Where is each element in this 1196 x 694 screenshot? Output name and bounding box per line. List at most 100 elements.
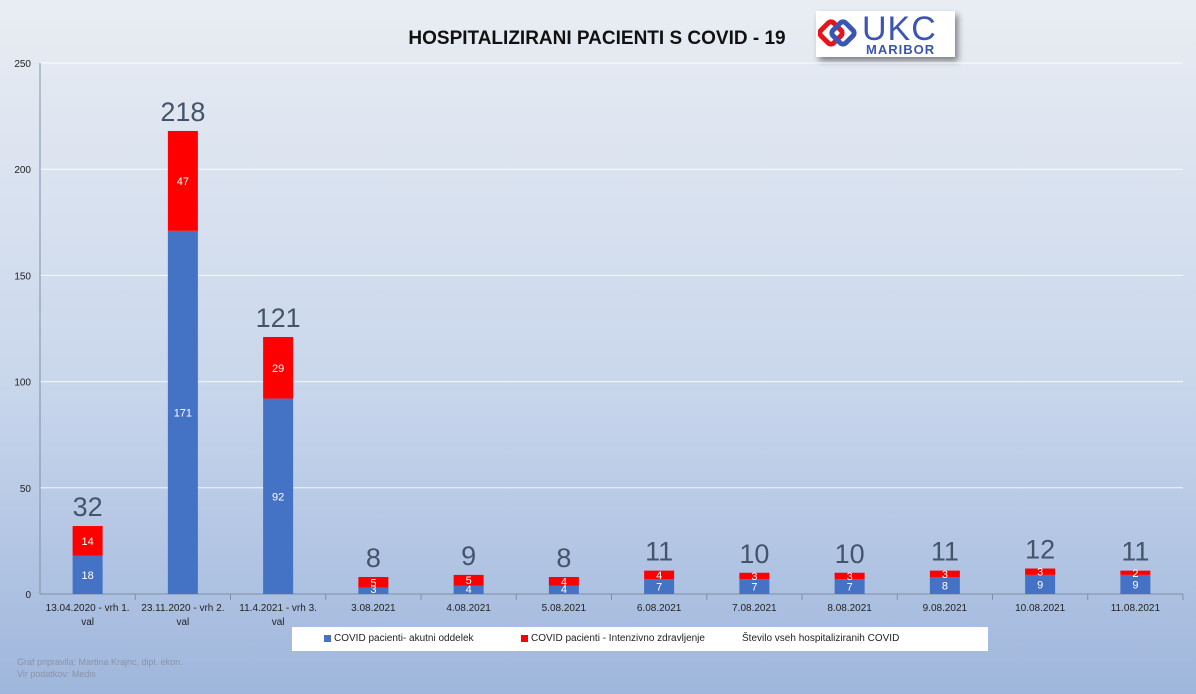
bar-intensive (453, 574, 484, 586)
legend-label-total: Število vseh hospitaliziranih COVID (742, 633, 900, 644)
ukc-maribor-logo: UKC MARIBOR (816, 11, 955, 57)
data-label-total: 32 (73, 492, 103, 522)
footer-author: Graf pripravila: Martina Krajnc, dipl. e… (17, 657, 183, 667)
footer: Graf pripravila: Martina Krajnc, dipl. e… (17, 656, 183, 680)
data-label-total: 218 (160, 97, 205, 127)
bar-intensive (834, 572, 865, 580)
bar-acute (72, 555, 103, 594)
y-tick-label: 200 (14, 165, 31, 176)
x-tick-label: 3.08.2021 (351, 603, 396, 614)
legend-swatch-intensive (521, 635, 528, 642)
data-label-total: 11 (645, 537, 673, 567)
data-label-intensive: 2 (1132, 568, 1138, 580)
bar-intensive (72, 526, 103, 556)
legend-swatch-total (732, 635, 739, 642)
x-tick-label: 4.08.2021 (446, 603, 491, 614)
bar-intensive (929, 570, 960, 578)
footer-source: Vir podatkov: Medis (17, 669, 96, 679)
chart-title-text: HOSPITALIZIRANI PACIENTI S COVID - 19 (408, 28, 786, 49)
x-tick-label: val (81, 617, 94, 628)
bar-intensive (167, 130, 198, 231)
data-label-intensive: 3 (847, 571, 853, 583)
bar-acute (1120, 574, 1151, 594)
x-tick-label: 6.08.2021 (637, 603, 682, 614)
bar-intensive (644, 570, 675, 580)
bar-acute (739, 579, 770, 594)
data-label-intensive: 14 (82, 536, 94, 548)
bar-intensive (263, 336, 294, 399)
data-label-acute: 3 (370, 584, 376, 596)
data-label-intensive: 47 (177, 176, 189, 188)
x-tick-label: 10.08.2021 (1015, 603, 1065, 614)
x-tick-label: 8.08.2021 (827, 603, 872, 614)
data-label-acute: 7 (751, 582, 757, 594)
logo-main-text: UKC (862, 10, 937, 48)
x-tick-label: 11.08.2021 (1111, 603, 1161, 614)
y-tick-label: 250 (14, 59, 31, 70)
data-label-total: 8 (366, 543, 381, 573)
data-label-total: 11 (1121, 537, 1149, 567)
bar-acute (548, 585, 579, 594)
x-tick-label: 23.11.2020 - vrh 2. (141, 603, 224, 614)
data-label-acute: 7 (656, 582, 662, 594)
y-tick-label: 100 (14, 378, 31, 389)
logo-sub-text: MARIBOR (866, 42, 936, 57)
data-label-acute: 18 (82, 570, 94, 582)
bar-intensive (358, 577, 389, 588)
bar-acute (1025, 574, 1056, 594)
x-tick-label: 13.04.2020 - vrh 1. (46, 603, 130, 614)
data-label-acute: 4 (466, 584, 472, 596)
bar-intensive (1025, 568, 1056, 575)
data-label-intensive: 5 (466, 575, 472, 587)
data-label-acute: 4 (561, 584, 567, 596)
bar-acute (929, 577, 960, 594)
legend-item-total: Število vseh hospitaliziranih COVID (732, 633, 899, 644)
data-label-intensive: 4 (656, 570, 662, 582)
x-tick-label: 11.4.2021 - vrh 3. (239, 603, 317, 614)
bar-acute (358, 587, 389, 594)
data-label-intensive: 29 (272, 363, 284, 375)
data-label-intensive: 4 (561, 576, 567, 588)
data-label-intensive: 3 (1037, 567, 1043, 579)
x-tick-label: 7.08.2021 (732, 603, 777, 614)
data-label-total: 9 (461, 541, 476, 571)
data-label-total: 121 (256, 303, 301, 333)
data-label-acute: 9 (1037, 579, 1043, 591)
bar-acute (644, 579, 675, 594)
x-tick-label: val (272, 617, 285, 628)
bar-intensive (1120, 570, 1151, 575)
data-label-total: 10 (739, 539, 769, 569)
data-label-intensive: 3 (751, 571, 757, 583)
data-label-acute: 7 (847, 582, 853, 594)
legend-label-acute: COVID pacienti- akutni oddelek (334, 633, 474, 644)
y-tick-label: 0 (25, 590, 31, 601)
y-tick-label: 50 (20, 484, 32, 495)
bar-acute (453, 585, 484, 594)
data-label-intensive: 3 (942, 569, 948, 581)
data-label-acute: 92 (272, 491, 284, 503)
x-tick-label: val (176, 617, 189, 628)
bar-acute (834, 579, 865, 594)
data-label-total: 11 (931, 537, 959, 567)
bar-intensive (739, 572, 770, 580)
x-tick-label: 9.08.2021 (923, 603, 968, 614)
bar-acute (263, 398, 294, 594)
legend-swatch-acute (324, 635, 331, 642)
chart-title: HOSPITALIZIRANI PACIENTI S COVID - 19 (0, 28, 1196, 50)
data-label-total: 8 (556, 543, 571, 573)
data-label-acute: 8 (942, 581, 948, 593)
bar-intensive (548, 577, 579, 586)
legend-item-intensive: COVID pacienti - Intenzivno zdravljenje (521, 633, 705, 644)
data-label-acute: 171 (174, 407, 192, 419)
legend: COVID pacienti- akutni oddelek COVID pac… (292, 627, 988, 651)
ukc-logo-icon (818, 19, 857, 47)
y-tick-label: 150 (14, 271, 31, 282)
data-label-intensive: 5 (370, 577, 376, 589)
x-tick-label: 5.08.2021 (542, 603, 587, 614)
legend-label-intensive: COVID pacienti - Intenzivno zdravljenje (531, 633, 705, 644)
data-label-acute: 9 (1132, 579, 1138, 591)
data-label-total: 12 (1025, 535, 1055, 565)
data-label-total: 10 (835, 539, 865, 569)
legend-item-acute: COVID pacienti- akutni oddelek (324, 633, 474, 644)
